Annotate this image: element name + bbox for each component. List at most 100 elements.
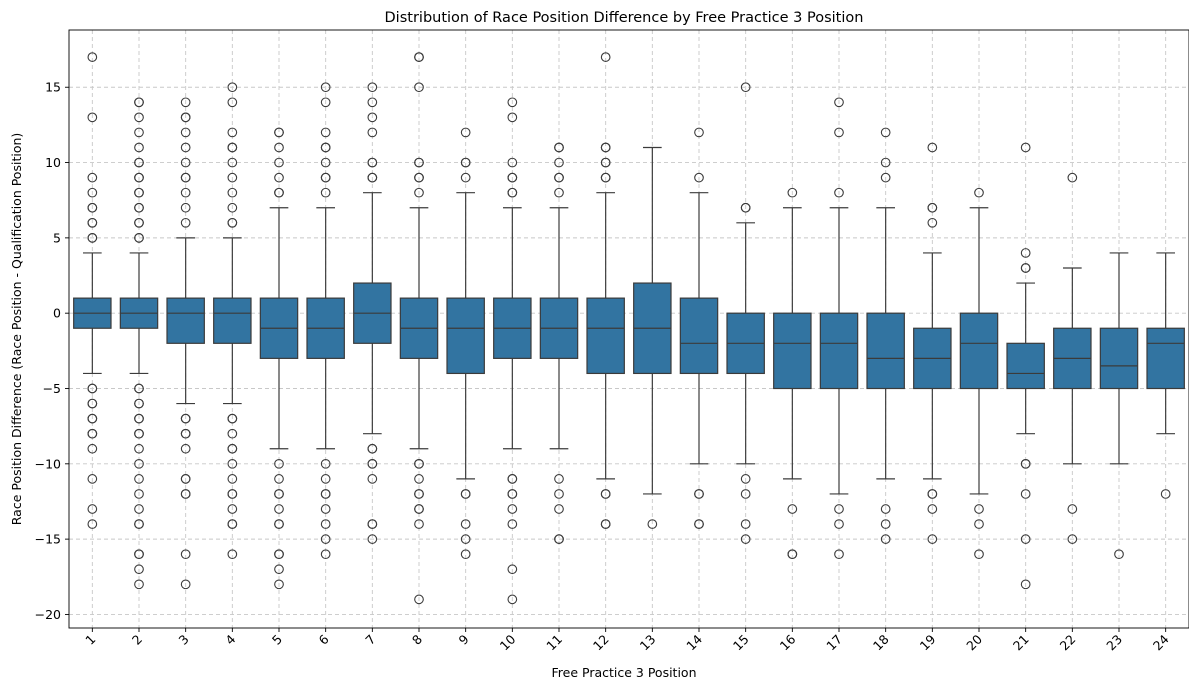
outlier-point	[834, 519, 844, 529]
outlier-point	[787, 187, 798, 198]
outlier-point	[134, 579, 144, 590]
outlier-point	[414, 172, 424, 183]
box-group-6	[306, 82, 345, 560]
outlier-point	[414, 489, 424, 499]
box-group-17	[819, 97, 859, 560]
outlier-point	[134, 398, 144, 409]
outlier-point	[367, 112, 378, 123]
outlier-point	[367, 458, 378, 469]
outlier-point	[367, 474, 378, 484]
outlier-point	[460, 172, 471, 183]
outlier-point	[880, 172, 891, 183]
outlier-point	[227, 519, 238, 529]
outlier-point	[180, 112, 191, 123]
outlier-point	[927, 504, 938, 514]
box-group-7	[353, 82, 392, 544]
outlier-point	[227, 157, 238, 168]
box-group-16	[773, 187, 812, 560]
y-tick-label: −15	[35, 532, 61, 547]
outlier-point	[507, 564, 518, 575]
outlier-point	[227, 458, 238, 469]
box-group-12	[586, 52, 625, 529]
outlier-point	[227, 428, 238, 439]
outlier-point	[320, 82, 331, 93]
outlier-point	[740, 474, 751, 484]
outlier-point	[274, 549, 284, 560]
outlier-point	[87, 217, 98, 228]
outlier-point	[320, 519, 331, 529]
outlier-point	[227, 443, 238, 454]
outlier-point	[367, 534, 378, 544]
outlier-point	[460, 534, 471, 544]
outlier-point	[927, 534, 938, 544]
outlier-point	[414, 519, 424, 529]
outlier-point	[180, 172, 191, 183]
outlier-point	[554, 489, 564, 499]
outlier-point	[87, 383, 98, 394]
outlier-point	[134, 443, 144, 454]
outlier-point	[880, 127, 891, 138]
y-axis-label: Race Position Difference (Race Position …	[9, 133, 24, 526]
plot-area-frame	[68, 29, 1189, 629]
outlier-point	[367, 127, 378, 138]
box-group-20	[959, 187, 999, 560]
outlier-point	[507, 504, 518, 514]
outlier-point	[1020, 142, 1031, 153]
outlier-point	[1067, 534, 1078, 544]
y-tick-label: 0	[53, 306, 61, 321]
box-iqr	[1006, 342, 1045, 390]
outlier-point	[880, 519, 891, 529]
outlier-point	[1114, 549, 1124, 560]
outlier-point	[134, 157, 144, 168]
box-group-11	[539, 142, 579, 544]
outlier-point	[460, 549, 471, 560]
outlier-point	[1020, 534, 1031, 544]
outlier-point	[694, 519, 704, 529]
outlier-point	[647, 519, 658, 529]
box-iqr	[1146, 327, 1185, 390]
outlier-point	[1020, 248, 1031, 258]
outlier-point	[600, 157, 611, 168]
outlier-point	[134, 112, 144, 123]
outlier-point	[880, 504, 891, 514]
outlier-point	[414, 187, 424, 198]
outlier-point	[507, 97, 518, 108]
y-tick-label: 15	[45, 80, 61, 95]
outlier-point	[87, 519, 98, 529]
outlier-point	[367, 519, 378, 529]
outlier-point	[694, 489, 704, 499]
outlier-point	[600, 142, 611, 153]
box-iqr	[959, 312, 999, 390]
outlier-point	[180, 157, 191, 168]
outlier-point	[834, 127, 844, 138]
outlier-point	[414, 157, 424, 168]
box-group-2	[119, 97, 159, 590]
outlier-point	[134, 504, 144, 514]
box-group-3	[166, 97, 205, 590]
outlier-point	[180, 549, 191, 560]
outlier-point	[320, 458, 331, 469]
box-iqr	[213, 297, 252, 344]
outlier-point	[740, 202, 751, 213]
outlier-point	[180, 413, 191, 424]
outlier-point	[274, 579, 284, 590]
box-iqr	[773, 312, 812, 390]
outlier-point	[974, 504, 984, 514]
outlier-point	[274, 142, 284, 153]
box-group-1	[73, 52, 112, 529]
outlier-point	[507, 172, 518, 183]
boxes	[73, 52, 1185, 605]
outlier-point	[180, 217, 191, 228]
outlier-point	[227, 549, 238, 560]
outlier-point	[180, 489, 191, 499]
outlier-point	[507, 157, 518, 168]
y-tick-label: −5	[43, 381, 61, 396]
outlier-point	[320, 504, 331, 514]
outlier-point	[274, 187, 284, 198]
outlier-point	[134, 217, 144, 228]
outlier-point	[227, 142, 238, 153]
outlier-point	[787, 549, 798, 560]
box-iqr	[446, 297, 485, 375]
outlier-point	[134, 142, 144, 153]
